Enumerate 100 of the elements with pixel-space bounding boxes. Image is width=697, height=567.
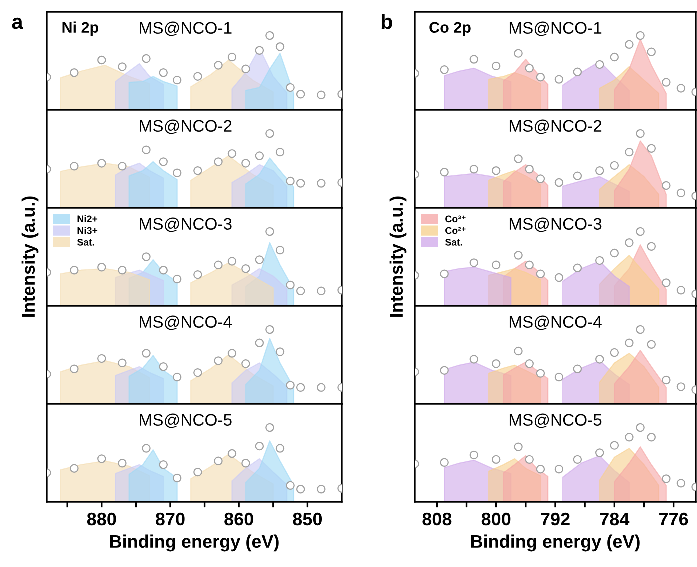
text: b — [382, 14, 392, 30]
point — [554, 273, 564, 282]
point — [70, 464, 79, 473]
point — [286, 481, 295, 490]
point — [118, 162, 127, 171]
point — [625, 40, 634, 50]
point — [228, 349, 237, 358]
point — [172, 474, 182, 483]
point — [317, 485, 326, 494]
x-tick-label: 784 — [600, 512, 630, 526]
point — [492, 260, 501, 270]
point — [596, 166, 604, 176]
point — [647, 433, 656, 442]
point — [440, 458, 449, 468]
point — [242, 264, 250, 274]
point — [214, 356, 223, 366]
point — [228, 257, 237, 266]
point — [98, 56, 106, 65]
point — [676, 479, 686, 488]
point — [172, 168, 182, 178]
point — [662, 474, 671, 484]
point — [647, 48, 656, 56]
point — [286, 381, 295, 390]
point — [647, 340, 656, 349]
point — [536, 270, 546, 278]
point — [194, 468, 202, 477]
point — [573, 364, 582, 374]
point — [676, 188, 686, 198]
point — [159, 158, 168, 166]
point — [440, 66, 449, 74]
y-axis-title: Intensity (a.u.) — [22, 196, 39, 317]
point — [610, 52, 620, 62]
point — [492, 166, 501, 176]
chart-title: MS@NCO-1 — [140, 22, 232, 36]
point — [636, 129, 645, 138]
point — [536, 464, 546, 474]
x-tick-label: 850 — [293, 512, 322, 526]
point — [625, 338, 634, 348]
point — [317, 286, 326, 296]
point — [296, 286, 306, 296]
point — [70, 364, 79, 374]
point — [536, 174, 546, 184]
point — [255, 152, 264, 160]
x-tick-label: 792 — [541, 512, 570, 526]
point — [142, 252, 151, 262]
point — [194, 368, 202, 378]
x-tick-label: 860 — [224, 512, 254, 526]
point — [266, 227, 274, 236]
x-tick-label: 880 — [87, 512, 116, 526]
point — [636, 423, 645, 432]
point — [317, 383, 326, 392]
point — [317, 179, 326, 188]
point — [514, 346, 523, 356]
point — [214, 61, 223, 70]
point — [514, 154, 523, 164]
point — [214, 260, 223, 270]
x-axis-title: Binding energy (eV) — [110, 534, 279, 552]
point — [525, 360, 534, 368]
point — [98, 263, 106, 272]
point — [255, 338, 264, 348]
point — [98, 454, 106, 464]
point — [255, 442, 264, 451]
annotation: Ni 2p — [62, 22, 98, 36]
point — [242, 64, 250, 74]
point — [610, 348, 620, 358]
text: a — [12, 18, 24, 30]
point — [676, 382, 686, 392]
point — [470, 450, 479, 460]
point — [142, 146, 151, 154]
point — [636, 227, 645, 236]
point — [625, 433, 634, 442]
point — [159, 460, 168, 470]
point — [636, 325, 645, 334]
legend-label: Ni2+ — [78, 215, 98, 222]
point — [662, 376, 671, 385]
point — [440, 270, 449, 278]
point — [610, 248, 620, 258]
point — [596, 60, 604, 70]
chart-title: MS@NCO-3 — [140, 218, 232, 232]
point — [98, 159, 106, 168]
point — [242, 159, 250, 168]
annotation: Co 2p — [430, 22, 471, 36]
chart-title: MS@NCO-2 — [510, 120, 602, 134]
point — [676, 286, 686, 295]
point — [492, 62, 501, 71]
point — [70, 266, 79, 275]
point — [266, 31, 274, 40]
point — [159, 362, 168, 372]
chart-title: MS@NCO-1 — [510, 22, 602, 36]
point — [514, 49, 523, 58]
point — [554, 372, 564, 382]
point — [492, 360, 501, 368]
chart-title: MS@NCO-4 — [510, 316, 602, 330]
point — [286, 176, 295, 186]
point — [118, 358, 127, 368]
legend-label: Ni3+ — [78, 227, 98, 234]
point — [662, 181, 671, 190]
point — [118, 459, 127, 468]
point — [625, 148, 634, 157]
point — [662, 78, 671, 87]
